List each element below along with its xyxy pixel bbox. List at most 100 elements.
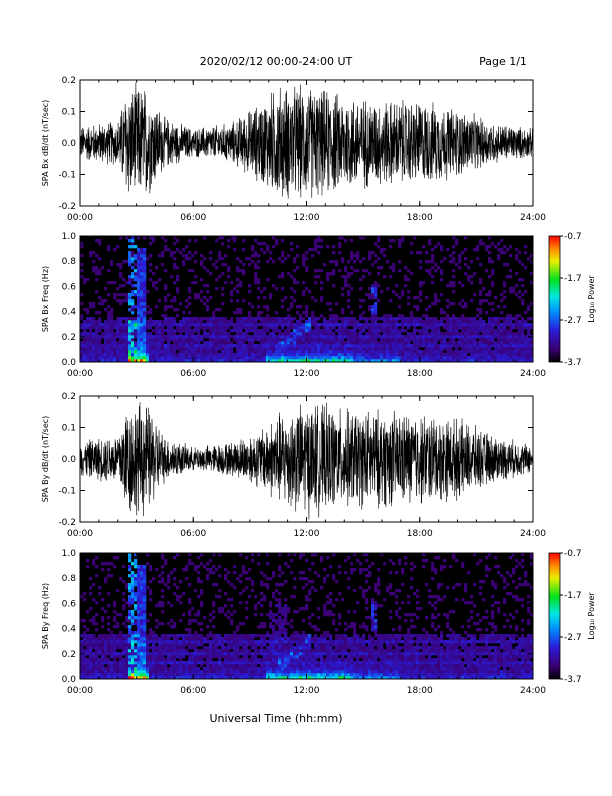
spectrogram-cell [173, 320, 176, 323]
spectrogram-cell [377, 299, 380, 302]
spectrogram-cell [176, 598, 179, 601]
spectrogram-cell [386, 335, 389, 338]
spectrogram-cell [311, 317, 314, 320]
spectrogram-cell [176, 673, 179, 676]
spectrogram-cell [242, 338, 245, 341]
spectrogram-cell [302, 643, 305, 646]
spectrogram-cell [200, 323, 203, 326]
spectrogram-cell [353, 350, 356, 353]
spectrogram-cell [347, 338, 350, 341]
spectrogram-cell [134, 293, 137, 296]
spectrogram-cell [98, 646, 101, 649]
spectrogram-cell [140, 592, 143, 595]
spectrogram-cell [491, 353, 494, 356]
spectrogram-cell [179, 649, 182, 652]
spectrogram-cell [152, 661, 155, 664]
spectrogram-cell [131, 254, 134, 257]
spectrogram-cell [341, 350, 344, 353]
spectrogram-cell [143, 604, 146, 607]
spectrogram-cell [497, 323, 500, 326]
spectrogram-cell [170, 317, 173, 320]
spectrogram-cell [128, 610, 131, 613]
spectrogram-cell [155, 347, 158, 350]
spectrogram-cell [119, 673, 122, 676]
spectrogram-cell [293, 673, 296, 676]
spectrogram-cell [155, 326, 158, 329]
spectrogram-cell [296, 350, 299, 353]
spectrogram-cell [296, 335, 299, 338]
spectrogram-cell [224, 341, 227, 344]
spectrogram-cell [134, 580, 137, 583]
spectrogram-cell [239, 350, 242, 353]
spectrogram-cell [221, 338, 224, 341]
spectrogram-cell [458, 260, 461, 263]
spectrogram-cell [197, 556, 200, 559]
spectrogram-cell [170, 649, 173, 652]
spectrogram-cell [206, 332, 209, 335]
spectrogram-cell [320, 347, 323, 350]
spectrogram-cell [176, 335, 179, 338]
spectrogram-cell [236, 673, 239, 676]
spectrogram-cell [359, 332, 362, 335]
spectrogram-cell [161, 577, 164, 580]
spectrogram-cell [401, 293, 404, 296]
spectrogram-cell [380, 347, 383, 350]
spectrogram-cell [419, 341, 422, 344]
spectrogram-cell [89, 305, 92, 308]
spectrogram-cell [503, 305, 506, 308]
spectrogram-cell [182, 326, 185, 329]
spectrogram-cell [140, 631, 143, 634]
spectrogram-cell [83, 320, 86, 323]
spectrogram-cell [248, 347, 251, 350]
spectrogram-cell [89, 592, 92, 595]
spectrogram-cell [506, 344, 509, 347]
spectrogram-cell [278, 598, 281, 601]
spectrogram-cell [197, 670, 200, 673]
spectrogram-cell [236, 353, 239, 356]
spectrogram-cell [425, 323, 428, 326]
spectrogram-cell [440, 347, 443, 350]
spectrogram-cell [260, 341, 263, 344]
spectrogram-cell [476, 323, 479, 326]
spectrogram-cell [146, 637, 149, 640]
spectrogram-cell [230, 667, 233, 670]
spectrogram-cell [134, 284, 137, 287]
spectrogram-cell [239, 601, 242, 604]
spectrogram-cell [233, 640, 236, 643]
spectrogram-cell [128, 652, 131, 655]
spectrogram-cell [269, 625, 272, 628]
spectrogram-cell [341, 323, 344, 326]
spectrogram-cell [449, 326, 452, 329]
spectrogram-cell [248, 652, 251, 655]
spectrogram-cell [245, 571, 248, 574]
spectrogram-cell [248, 356, 251, 359]
spectrogram-cell [266, 314, 269, 317]
spectrogram-cell [314, 655, 317, 658]
spectrogram-cell [239, 320, 242, 323]
spectrogram-cell [203, 356, 206, 359]
spectrogram-cell [452, 281, 455, 284]
spectrogram-cell [296, 353, 299, 356]
spectrogram-cell [308, 637, 311, 640]
spectrogram-cell [410, 335, 413, 338]
spectrogram-cell [212, 314, 215, 317]
spectrogram-cell [284, 350, 287, 353]
spectrogram-cell [500, 293, 503, 296]
spectrogram-cell [521, 353, 524, 356]
spectrogram-cell [188, 257, 191, 260]
spectrogram-cell [170, 329, 173, 332]
spectrogram-cell [524, 245, 527, 248]
spectrogram-cell [278, 347, 281, 350]
spectrogram-cell [266, 356, 269, 359]
spectrogram-cell [404, 350, 407, 353]
spectrogram-cell [188, 239, 191, 242]
page-number: Page 1/1 [479, 55, 527, 68]
spectrogram-cell [263, 595, 266, 598]
spectrogram-cell [185, 344, 188, 347]
spectrogram-cell [362, 299, 365, 302]
spectrogram-cell [281, 251, 284, 254]
spectrogram-cell [350, 335, 353, 338]
spectrogram-cell [269, 577, 272, 580]
spectrogram-cell [128, 335, 131, 338]
spectrogram-cell [296, 341, 299, 344]
